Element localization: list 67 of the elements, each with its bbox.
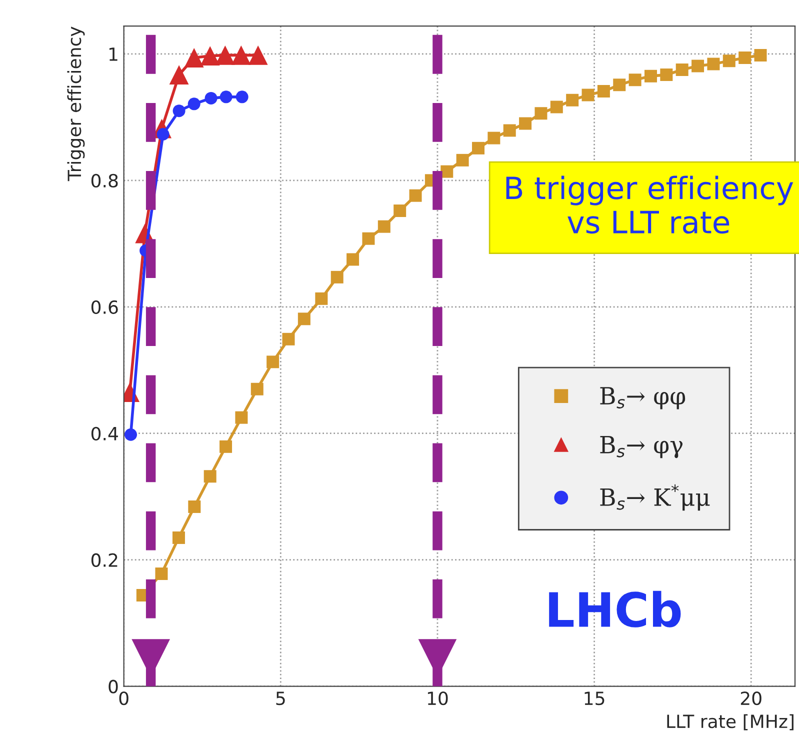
point <box>722 54 736 68</box>
point <box>231 45 251 65</box>
point <box>550 100 563 114</box>
point <box>534 107 548 120</box>
point <box>330 270 344 284</box>
point <box>188 98 200 110</box>
point <box>346 253 360 266</box>
point <box>220 440 232 453</box>
point <box>456 154 469 166</box>
y-tick-label: 0 <box>108 680 118 694</box>
point <box>155 568 168 580</box>
point <box>628 74 642 86</box>
point <box>172 531 185 544</box>
point <box>204 470 216 483</box>
point <box>298 312 310 326</box>
point <box>169 65 189 85</box>
point <box>236 90 248 104</box>
point <box>409 189 422 202</box>
point <box>282 332 295 346</box>
point <box>660 68 673 82</box>
point <box>707 58 720 70</box>
point <box>440 165 454 178</box>
point <box>266 356 280 368</box>
point <box>597 84 610 98</box>
point <box>692 60 704 72</box>
point <box>738 51 752 64</box>
point <box>503 124 516 137</box>
point <box>566 94 579 106</box>
x-tick-label: 10 <box>428 692 448 706</box>
point <box>235 411 248 424</box>
point <box>250 382 264 396</box>
y-tick-label: 0.2 <box>91 553 118 567</box>
point <box>124 428 137 441</box>
point <box>378 220 390 233</box>
point <box>472 142 484 154</box>
y-tick-label: 0.8 <box>91 174 118 188</box>
x-tick-label: 0 <box>119 692 128 706</box>
x-tick-label: 15 <box>584 692 604 706</box>
point <box>519 117 532 130</box>
point <box>204 92 218 104</box>
legend-label: B$_{s}$→ φφ <box>600 387 686 410</box>
annotation: LHCb <box>549 590 681 628</box>
point <box>248 45 268 65</box>
x-axis-title: LLT rate [MHz] <box>667 714 794 730</box>
point <box>644 70 657 82</box>
point <box>184 48 204 68</box>
point <box>394 204 406 218</box>
y-tick-label: 0.4 <box>91 426 118 440</box>
point <box>582 88 594 102</box>
x-tick-label: 5 <box>276 692 285 706</box>
point <box>676 63 688 76</box>
legend-label: B$_{s}$→ K$^{*}$μμ <box>600 484 710 511</box>
y-tick-label: 0.6 <box>91 300 118 314</box>
point <box>172 104 186 118</box>
point <box>362 232 375 245</box>
point <box>188 500 201 513</box>
legend-label: B$_{s}$→ φγ <box>600 436 683 458</box>
point <box>754 48 767 62</box>
y-tick-label: 1 <box>109 48 118 61</box>
point <box>315 292 328 305</box>
annotation: B trigger efficiency vs LLT rate <box>506 176 794 234</box>
point <box>613 78 626 92</box>
x-tick-label: 20 <box>740 692 762 706</box>
point <box>200 46 220 66</box>
point <box>220 90 232 104</box>
y-axis-title: Trigger efficiency <box>67 26 85 182</box>
point <box>488 132 500 144</box>
